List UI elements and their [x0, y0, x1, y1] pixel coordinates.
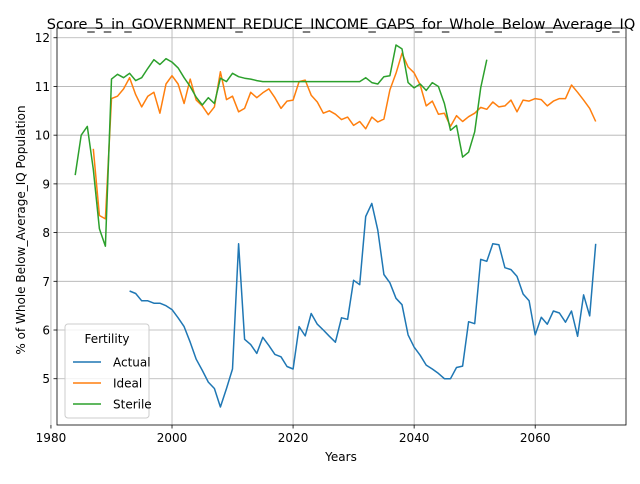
series-lines: [74, 44, 597, 408]
y-tick-label: 6: [42, 324, 50, 338]
y-axis-label: % of Whole Below_Average_IQ Population: [14, 105, 28, 354]
legend-title: Fertility: [84, 332, 129, 346]
y-tick-label: 5: [42, 372, 50, 386]
legend-box: [64, 323, 150, 419]
x-axis-label: Years: [324, 450, 357, 464]
legend-label-ideal: Ideal: [113, 377, 142, 391]
x-tick-label: 2060: [520, 431, 551, 445]
y-tick-label: 11: [35, 80, 50, 94]
grid-lines: [50, 28, 626, 425]
y-tick-label: 9: [42, 177, 50, 191]
y-tick-label: 12: [35, 31, 50, 45]
y-tick-label: 10: [35, 129, 50, 143]
y-tick-label: 7: [42, 275, 50, 289]
axis-ticks: 1980 2000 2020 2040 2060 5 6 7 8 9 10 11 12: [35, 31, 551, 445]
plot-area: [56, 27, 627, 426]
x-tick-label: 2040: [399, 431, 430, 445]
series-line-sterile: [74, 44, 488, 247]
x-tick-label: 2020: [278, 431, 309, 445]
y-tick-label: 8: [42, 226, 50, 240]
chart-title: Score_5_in_GOVERNMENT_REDUCE_INCOME_GAPS…: [47, 17, 635, 33]
x-tick-label: 1980: [36, 431, 67, 445]
x-tick-label: 2000: [157, 431, 188, 445]
series-line-ideal: [92, 52, 597, 220]
legend-label-actual: Actual: [113, 356, 151, 370]
series-line-actual: [129, 202, 597, 408]
legend: Fertility Actual Ideal Sterile: [64, 323, 152, 419]
legend-label-sterile: Sterile: [113, 398, 152, 412]
